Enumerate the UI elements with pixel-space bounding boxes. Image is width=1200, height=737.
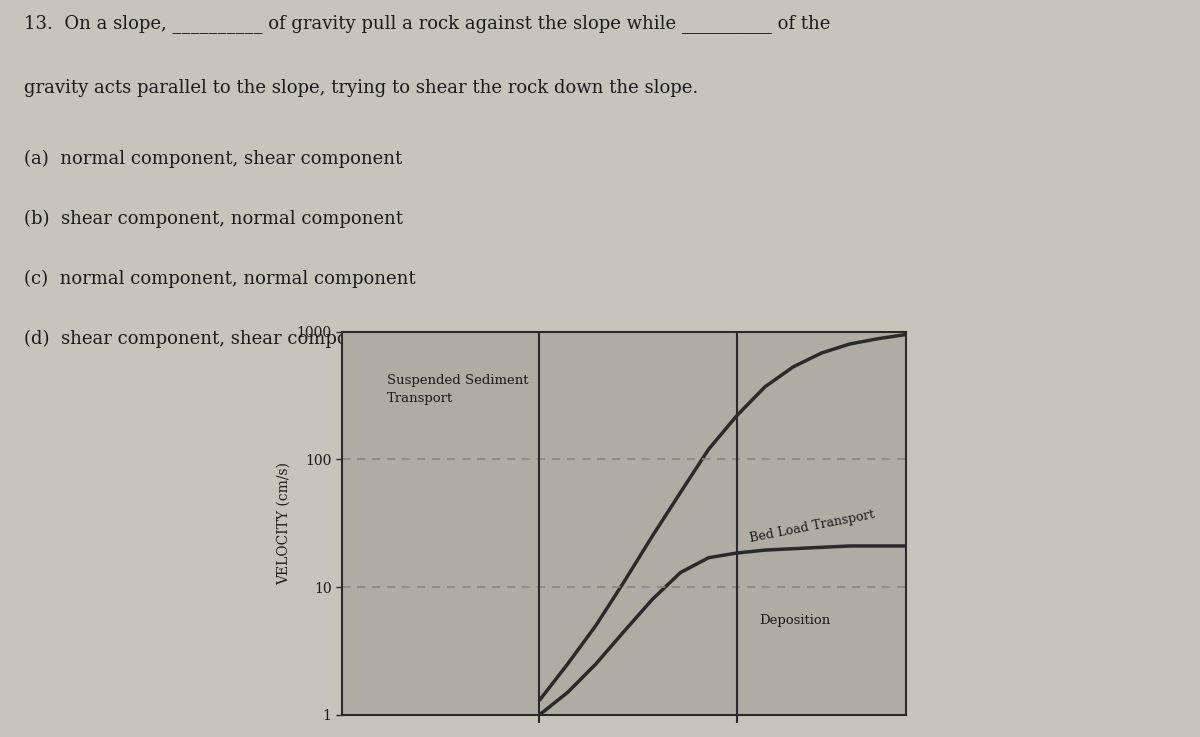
Text: Bed Load Transport: Bed Load Transport (748, 508, 875, 545)
Text: Deposition: Deposition (760, 614, 830, 626)
Text: (a)  normal component, shear component: (a) normal component, shear component (24, 150, 402, 168)
Text: gravity acts parallel to the slope, trying to shear the rock down the slope.: gravity acts parallel to the slope, tryi… (24, 79, 698, 97)
Text: (d)  shear component, shear component: (d) shear component, shear component (24, 330, 389, 349)
Text: 13.  On a slope, __________ of gravity pull a rock against the slope while _____: 13. On a slope, __________ of gravity pu… (24, 14, 830, 33)
Text: (b)  shear component, normal component: (b) shear component, normal component (24, 210, 403, 228)
Y-axis label: VELOCITY (cm/s): VELOCITY (cm/s) (277, 462, 290, 584)
Text: (c)  normal component, normal component: (c) normal component, normal component (24, 270, 415, 288)
Text: Suspended Sediment
Transport: Suspended Sediment Transport (388, 374, 529, 405)
